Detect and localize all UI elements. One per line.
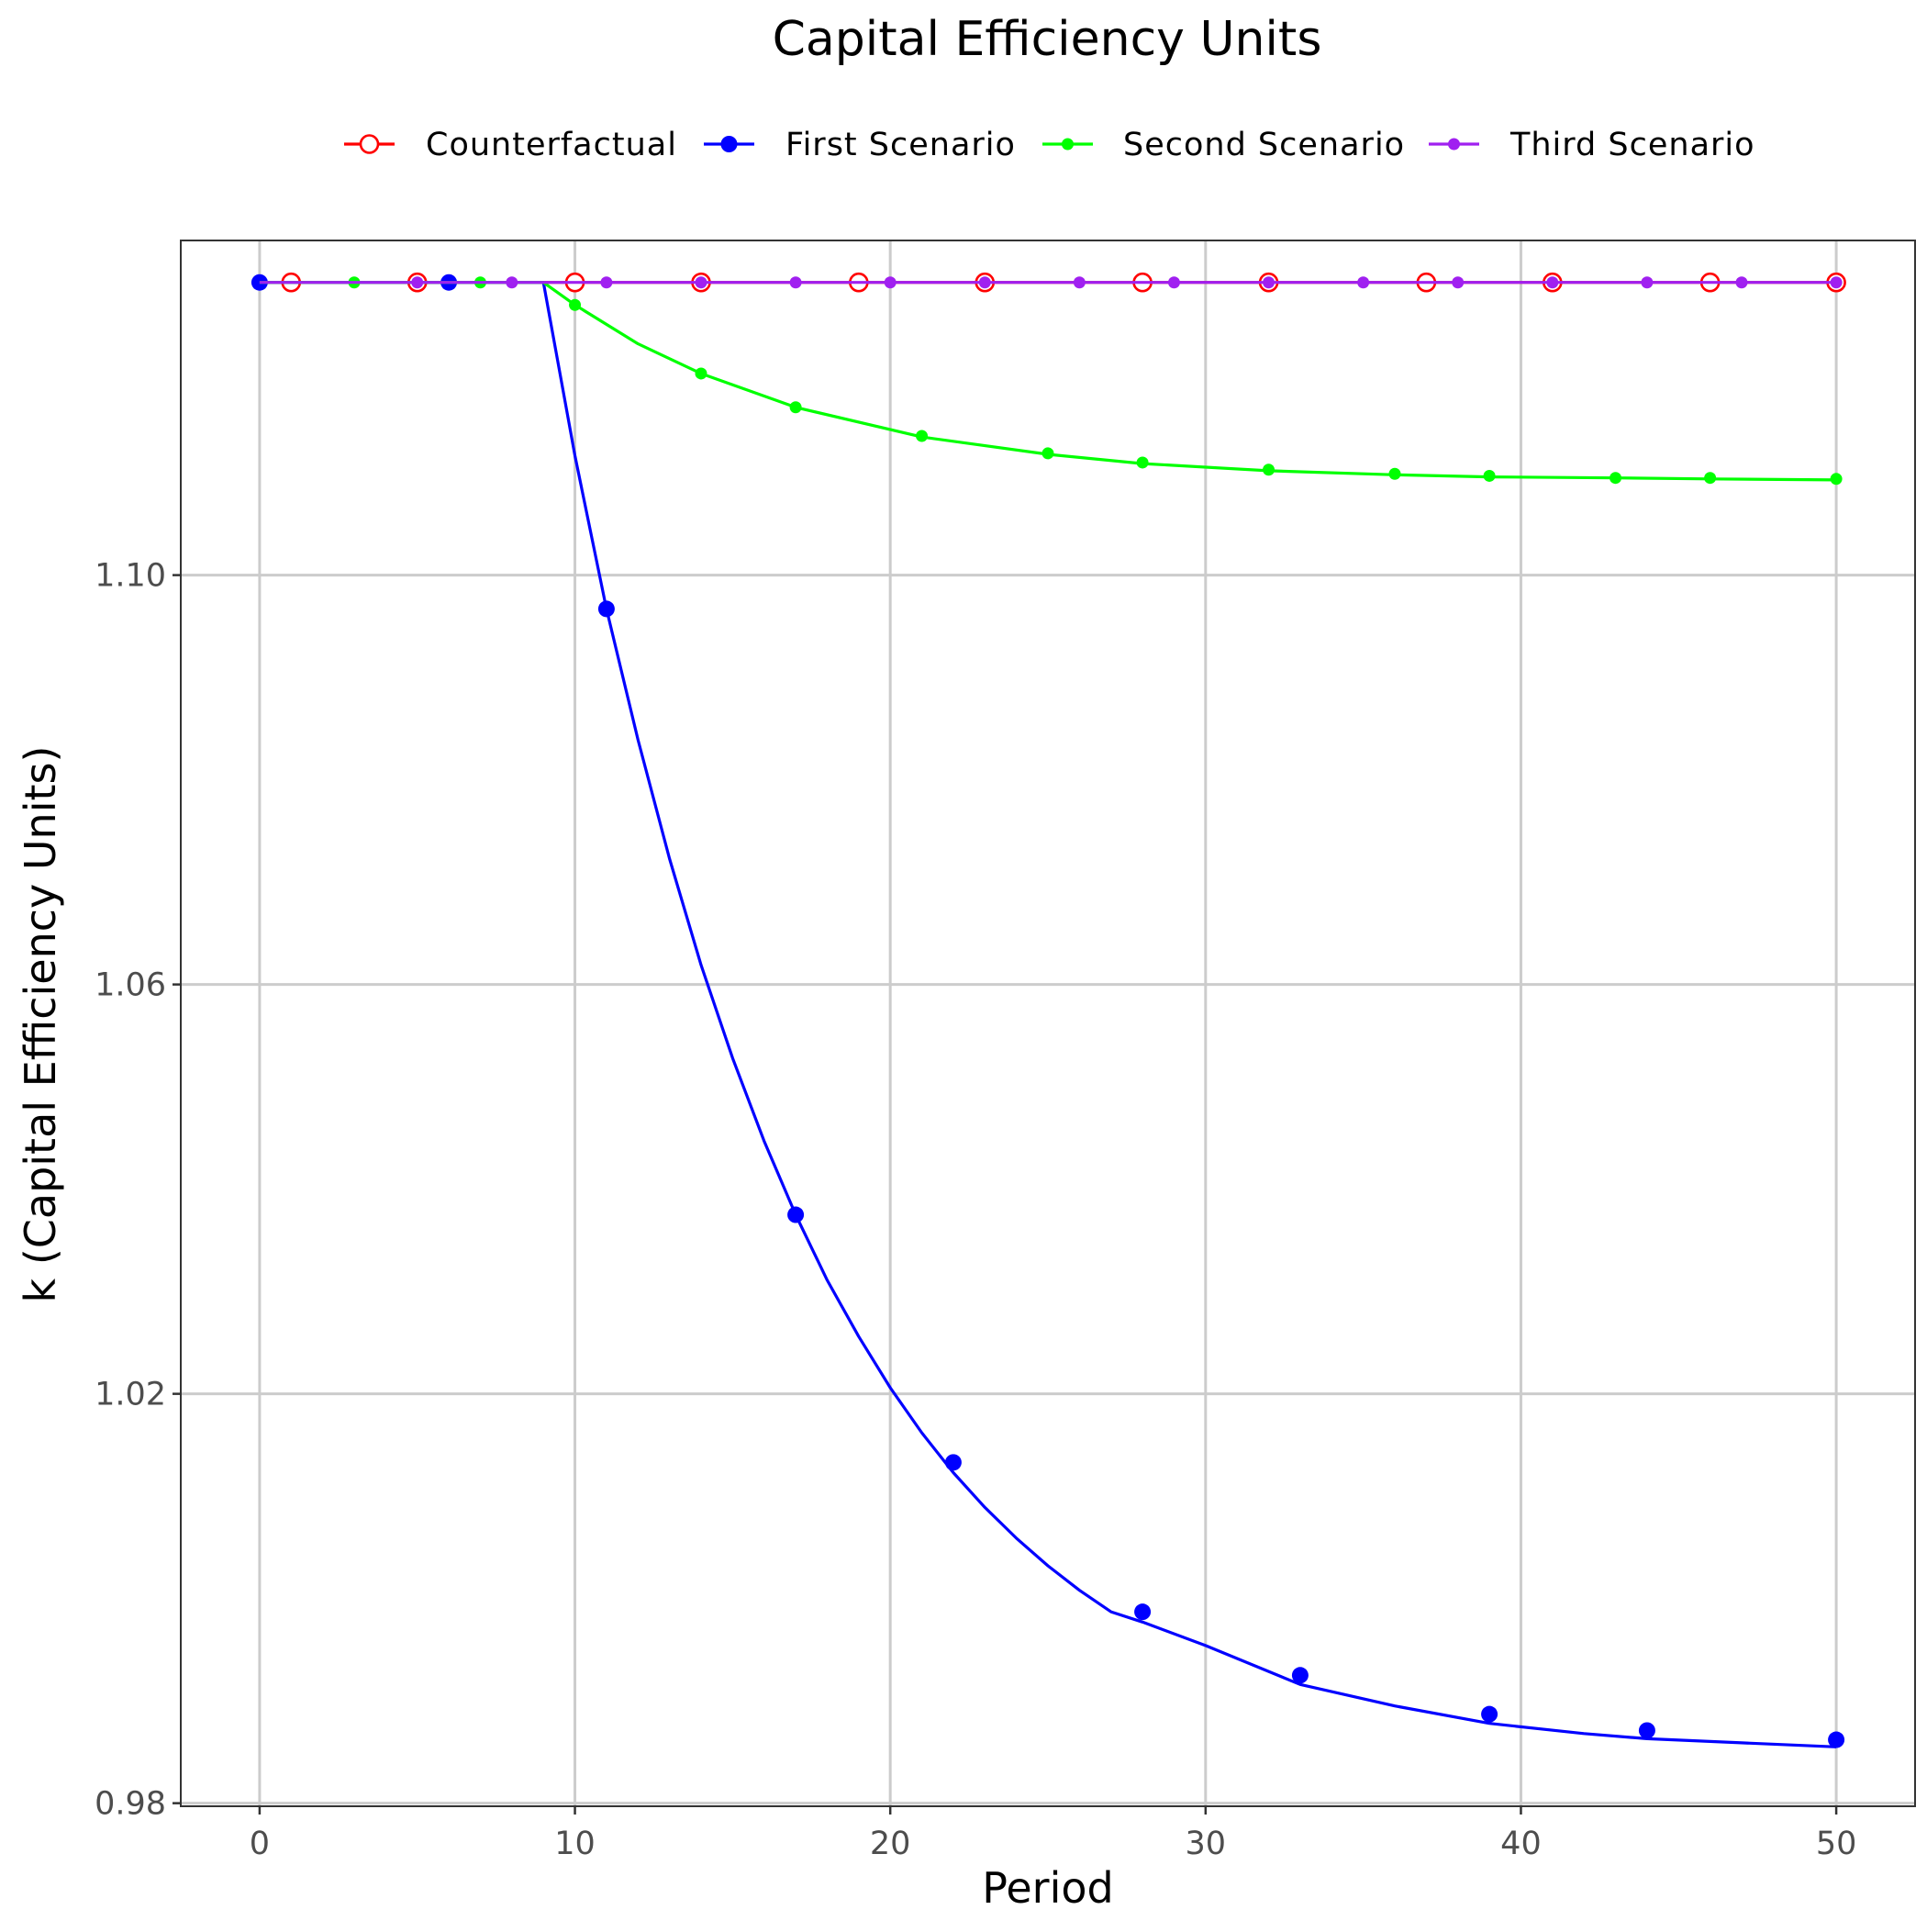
third-scenario-point — [1641, 276, 1654, 289]
series-first-scenario — [251, 274, 1845, 1748]
first-scenario-point — [1291, 1667, 1309, 1684]
x-tick-label: 30 — [1186, 1826, 1227, 1862]
third-scenario-point — [1357, 276, 1370, 289]
third-scenario-point — [789, 276, 802, 289]
legend-marker-second-scenario — [1062, 138, 1074, 151]
third-scenario-point — [1830, 276, 1843, 289]
third-scenario-point — [1263, 276, 1275, 289]
legend-item-third-scenario: Third Scenario — [1429, 127, 1755, 163]
legend-label-counterfactual: Counterfactual — [426, 127, 677, 163]
second-scenario-point — [1263, 463, 1275, 476]
second-scenario-point — [695, 367, 707, 380]
plot-frame — [180, 240, 1916, 1807]
legend-item-second-scenario: Second Scenario — [1042, 127, 1405, 163]
y-tick-label: 1.10 — [95, 558, 166, 595]
second-scenario-point — [1041, 447, 1054, 460]
legend-label-third-scenario: Third Scenario — [1509, 127, 1755, 163]
first-scenario-point — [1134, 1603, 1152, 1621]
first-scenario-point — [944, 1454, 962, 1471]
third-scenario-point — [1452, 276, 1465, 289]
third-scenario-point — [978, 276, 991, 289]
second-scenario-point — [569, 298, 582, 311]
second-scenario-point — [1483, 469, 1496, 482]
legend-marker-first-scenario — [720, 136, 738, 152]
third-scenario-point — [1073, 276, 1086, 289]
third-scenario-point — [1167, 276, 1180, 289]
x-tick-label: 20 — [870, 1826, 911, 1862]
second-scenario-point — [789, 401, 802, 414]
first-scenario-point — [1638, 1722, 1655, 1739]
y-tick-label: 1.06 — [95, 967, 166, 1004]
third-scenario-point — [411, 276, 424, 289]
third-scenario-point — [1546, 276, 1559, 289]
legend: Counterfactual First Scenario Second Scena… — [344, 127, 1755, 163]
first-scenario-point — [1828, 1731, 1845, 1748]
legend-label-first-scenario: First Scenario — [785, 127, 1016, 163]
chart-title: Capital Efficiency Units — [773, 12, 1322, 67]
third-scenario-point — [506, 276, 518, 289]
second-scenario-point — [916, 430, 929, 442]
grid — [181, 240, 1915, 1806]
legend-marker-third-scenario — [1448, 138, 1460, 151]
first-scenario-point — [787, 1206, 805, 1223]
second-scenario-point — [1136, 456, 1149, 469]
third-scenario-point — [1735, 276, 1748, 289]
legend-item-first-scenario: First Scenario — [704, 127, 1016, 163]
legend-label-second-scenario: Second Scenario — [1123, 127, 1405, 163]
legend-item-counterfactual: Counterfactual — [344, 127, 677, 163]
x-axis-title: Period — [982, 1863, 1113, 1913]
y-tick-label: 0.98 — [95, 1786, 166, 1823]
third-scenario-point — [695, 276, 707, 289]
x-tick-label: 40 — [1500, 1826, 1542, 1862]
series-layer — [251, 272, 1846, 1748]
first-scenario-line — [259, 281, 1837, 1748]
axes: 0 10 20 30 40 50 0.98 1.02 1.06 1.10 — [95, 558, 1856, 1862]
second-scenario-point — [1388, 467, 1401, 480]
series-second-scenario — [259, 276, 1843, 486]
second-scenario-point — [1704, 472, 1717, 485]
third-scenario-point — [600, 276, 613, 289]
y-axis-title: k (Capital Efficiency Units) — [16, 746, 65, 1303]
first-scenario-point — [597, 600, 615, 618]
first-scenario-point — [1481, 1705, 1498, 1723]
y-tick-label: 1.02 — [95, 1377, 166, 1413]
x-tick-label: 50 — [1816, 1826, 1857, 1862]
third-scenario-point — [884, 276, 897, 289]
x-tick-label: 10 — [554, 1826, 596, 1862]
second-scenario-point — [1610, 472, 1622, 485]
series-third-scenario — [259, 276, 1843, 289]
x-tick-label: 0 — [250, 1826, 270, 1862]
second-scenario-point — [1830, 473, 1843, 486]
legend-marker-counterfactual — [359, 134, 380, 154]
